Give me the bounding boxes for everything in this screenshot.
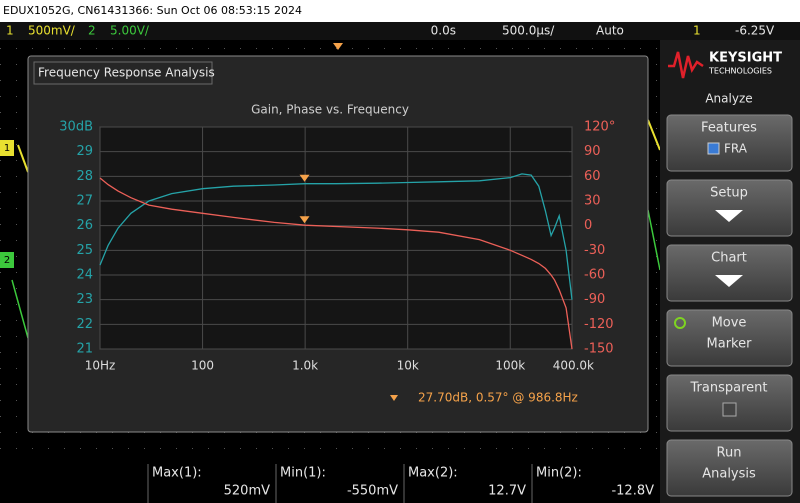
trigger-level: -6.25V (735, 24, 775, 38)
y-tick-label: 29 (76, 144, 93, 159)
y-tick-label: 25 (76, 243, 93, 258)
down-arrow (715, 210, 743, 222)
plot-area (99, 126, 573, 350)
brand-logo (668, 51, 704, 79)
ch1-label: 1 (6, 24, 14, 38)
x-tick-label: 1.0k (292, 359, 318, 373)
softkey-label: Transparent (690, 381, 768, 396)
marker-readout: 27.70dB, 0.57° @ 986.8Hz (418, 391, 578, 405)
softkey[interactable] (666, 114, 793, 172)
softkey[interactable] (666, 244, 793, 302)
y2-tick-label: 30 (584, 194, 601, 209)
softkey-label: Chart (711, 251, 747, 266)
measurement-value: 12.7V (488, 484, 526, 499)
softkey-label: Setup (710, 186, 748, 201)
y-tick-label: 21 (76, 342, 93, 357)
checkbox (722, 402, 737, 417)
softkey-label: Move (712, 316, 747, 331)
y-tick-label: 28 (76, 169, 93, 184)
y-tick-label: 30dB (59, 120, 93, 135)
y2-tick-label: 60 (584, 169, 601, 184)
brand: KEYSIGHT (709, 51, 782, 66)
softkey-label: Marker (707, 337, 753, 352)
ch1-marker-label: 1 (4, 143, 10, 154)
softkey[interactable] (666, 439, 793, 497)
x-tick-label: 400.0k (553, 359, 594, 373)
y-tick-label: 27 (76, 194, 93, 209)
marker-phase (299, 216, 310, 224)
knob-icon (674, 317, 686, 329)
y-tick-label: 24 (76, 268, 93, 283)
y2-tick-label: -90 (584, 292, 605, 307)
menu-title: Analyze (705, 92, 752, 106)
measurement-value: -12.8V (611, 484, 654, 499)
ch2-marker-label: 2 (4, 255, 10, 266)
dialog-title: Frequency Response Analysis (38, 66, 215, 80)
ch1-trace (647, 119, 661, 151)
softkey-label: Run (717, 446, 742, 461)
softkey-label: Features (701, 121, 757, 136)
time-scale: 500.0µs/ (502, 24, 555, 38)
softkeys: Features FRA Setup Chart Move Marker Transpare… (666, 114, 793, 497)
x-tick-label: 100k (495, 359, 525, 373)
y-tick-label: 23 (76, 292, 93, 307)
ch1-trace (17, 144, 29, 173)
dialog-title-box (33, 61, 213, 85)
x-tick-label: 100 (191, 359, 214, 373)
header-bar (0, 0, 800, 22)
ch2-trace (11, 279, 29, 339)
ch1-marker (0, 140, 14, 156)
measurement-label: Max(2): (408, 466, 458, 481)
y-tick-label: 26 (76, 218, 93, 233)
y2-tick-label: -120 (584, 317, 614, 332)
x-tick-label: 10k (397, 359, 419, 373)
trigger-position (333, 43, 343, 50)
y2-tick-label: 120° (584, 120, 615, 135)
measurements: Max(1): 520mV Min(1): -550mV Max(2): 12.7V Min… (147, 464, 654, 503)
marker-gain (299, 174, 310, 182)
measurement-label: Min(2): (536, 466, 582, 481)
measurement-label: Max(1): (152, 466, 202, 481)
header-title: EDUX1052G, CN61431366: Sun Oct 06 08:53:… (3, 4, 302, 17)
status-bar (0, 22, 800, 40)
y2-tick-label: 90 (584, 144, 601, 159)
ch1-scale: 500mV/ (28, 24, 76, 38)
measurement-bar (0, 462, 660, 503)
y2-tick-label: -150 (584, 342, 614, 357)
y-tick-label: 22 (76, 317, 93, 332)
measurement-value: -550mV (347, 484, 398, 499)
trigger-source: 1 (693, 24, 701, 38)
time-delay: 0.0s (431, 24, 456, 38)
checkbox (707, 142, 720, 155)
brand-sub: TECHNOLOGIES (708, 67, 772, 76)
y2-tick-label: -60 (584, 268, 605, 283)
ch2-trace (647, 209, 661, 271)
chart-title: Gain, Phase vs. Frequency (251, 103, 409, 117)
ch2-label: 2 (88, 24, 96, 38)
down-arrow (715, 275, 743, 287)
softkey[interactable] (666, 309, 793, 367)
softkey-value: FRA (724, 142, 748, 156)
softkey-label: Analysis (702, 467, 756, 482)
x-tick-label: 10Hz (85, 359, 116, 373)
measurement-label: Min(1): (280, 466, 326, 481)
readout-icon (390, 395, 398, 401)
chart: 10Hz 100 1.0k 10k 100k 400.0k 30dB 29 28 27 26 25 24… (59, 120, 615, 405)
ch2-scale: 5.00V/ (110, 24, 150, 38)
ch2-marker (0, 252, 14, 268)
series-line (99, 177, 573, 350)
trigger-mode: Auto (596, 24, 624, 38)
measurement-value: 520mV (224, 484, 270, 499)
softkey[interactable] (666, 179, 793, 237)
y2-tick-label: -30 (584, 243, 605, 258)
series-line (99, 173, 573, 300)
y2-tick-label: 0 (584, 218, 592, 233)
